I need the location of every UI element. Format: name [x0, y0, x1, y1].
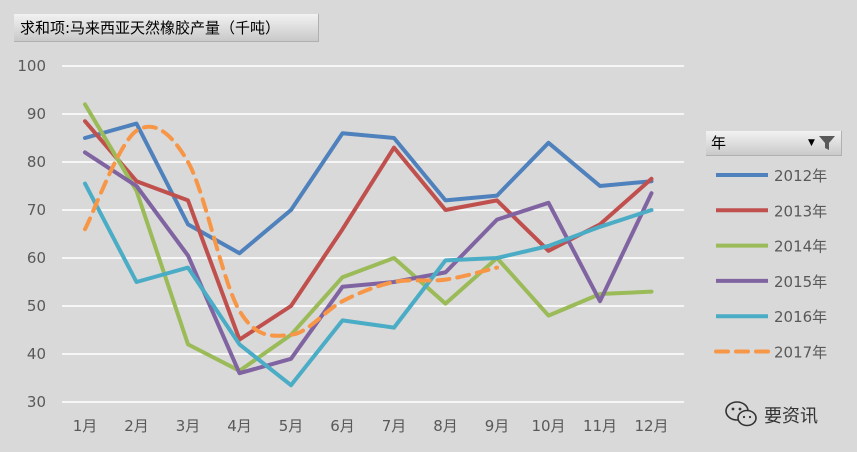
legend-field-button[interactable]: 年 ▼	[706, 131, 842, 156]
y-tick-label: 40	[27, 345, 46, 363]
series-lines	[83, 102, 654, 388]
filter-funnel-icon[interactable]	[818, 135, 836, 151]
x-tick-label: 1月	[73, 417, 98, 435]
series-line-2015年	[83, 150, 654, 376]
y-tick-label: 50	[27, 297, 46, 315]
x-tick-label: 8月	[433, 417, 458, 435]
gridlines	[62, 65, 684, 403]
legend-entries: 2012年 2013年 2014年 2015年 2016年 2017年	[714, 167, 827, 362]
x-tick-label: 11月	[583, 417, 617, 435]
chart-title-field-button[interactable]: 求和项:马来西亚天然橡胶产量（千吨）	[14, 14, 319, 42]
x-tick-label: 10月	[531, 417, 565, 435]
legend-label[interactable]: 2012年	[774, 167, 827, 185]
x-tick-label: 5月	[279, 417, 304, 435]
y-axis: 30 40 50 60 70 80 90 100	[17, 57, 46, 411]
y-tick-label: 90	[27, 105, 46, 123]
y-tick-label: 100	[17, 57, 46, 75]
series-line-2014年	[83, 102, 654, 373]
series-line-2016年	[83, 181, 654, 388]
x-tick-label: 3月	[176, 417, 201, 435]
x-tick-label: 12月	[634, 417, 668, 435]
y-tick-label: 70	[27, 201, 46, 219]
legend-label[interactable]: 2015年	[774, 273, 827, 291]
series-line-2012年	[83, 121, 654, 256]
series-line-2013年	[83, 119, 654, 342]
legend-label[interactable]: 2017年	[774, 344, 827, 362]
legend-label[interactable]: 2013年	[774, 202, 827, 220]
series-line-2017年	[83, 124, 499, 338]
watermark-text: 要资讯	[764, 406, 818, 427]
x-tick-label: 2月	[124, 417, 149, 435]
x-axis: 1月 2月 3月 4月 5月 6月 7月 8月 9月 10月 11月 12月	[73, 417, 669, 435]
wechat-icon	[725, 401, 757, 427]
x-tick-label: 6月	[330, 417, 355, 435]
x-tick-label: 4月	[227, 417, 252, 435]
x-tick-label: 7月	[382, 417, 407, 435]
y-tick-label: 80	[27, 153, 46, 171]
wechat-watermark: 要资讯	[724, 400, 844, 430]
legend-header-label: 年	[711, 134, 727, 152]
legend-label[interactable]: 2014年	[774, 238, 827, 256]
legend-label[interactable]: 2016年	[774, 308, 827, 326]
y-tick-label: 30	[27, 393, 46, 411]
x-tick-label: 9月	[485, 417, 510, 435]
y-tick-label: 60	[27, 249, 46, 267]
dropdown-arrow-icon[interactable]: ▼	[808, 138, 815, 148]
